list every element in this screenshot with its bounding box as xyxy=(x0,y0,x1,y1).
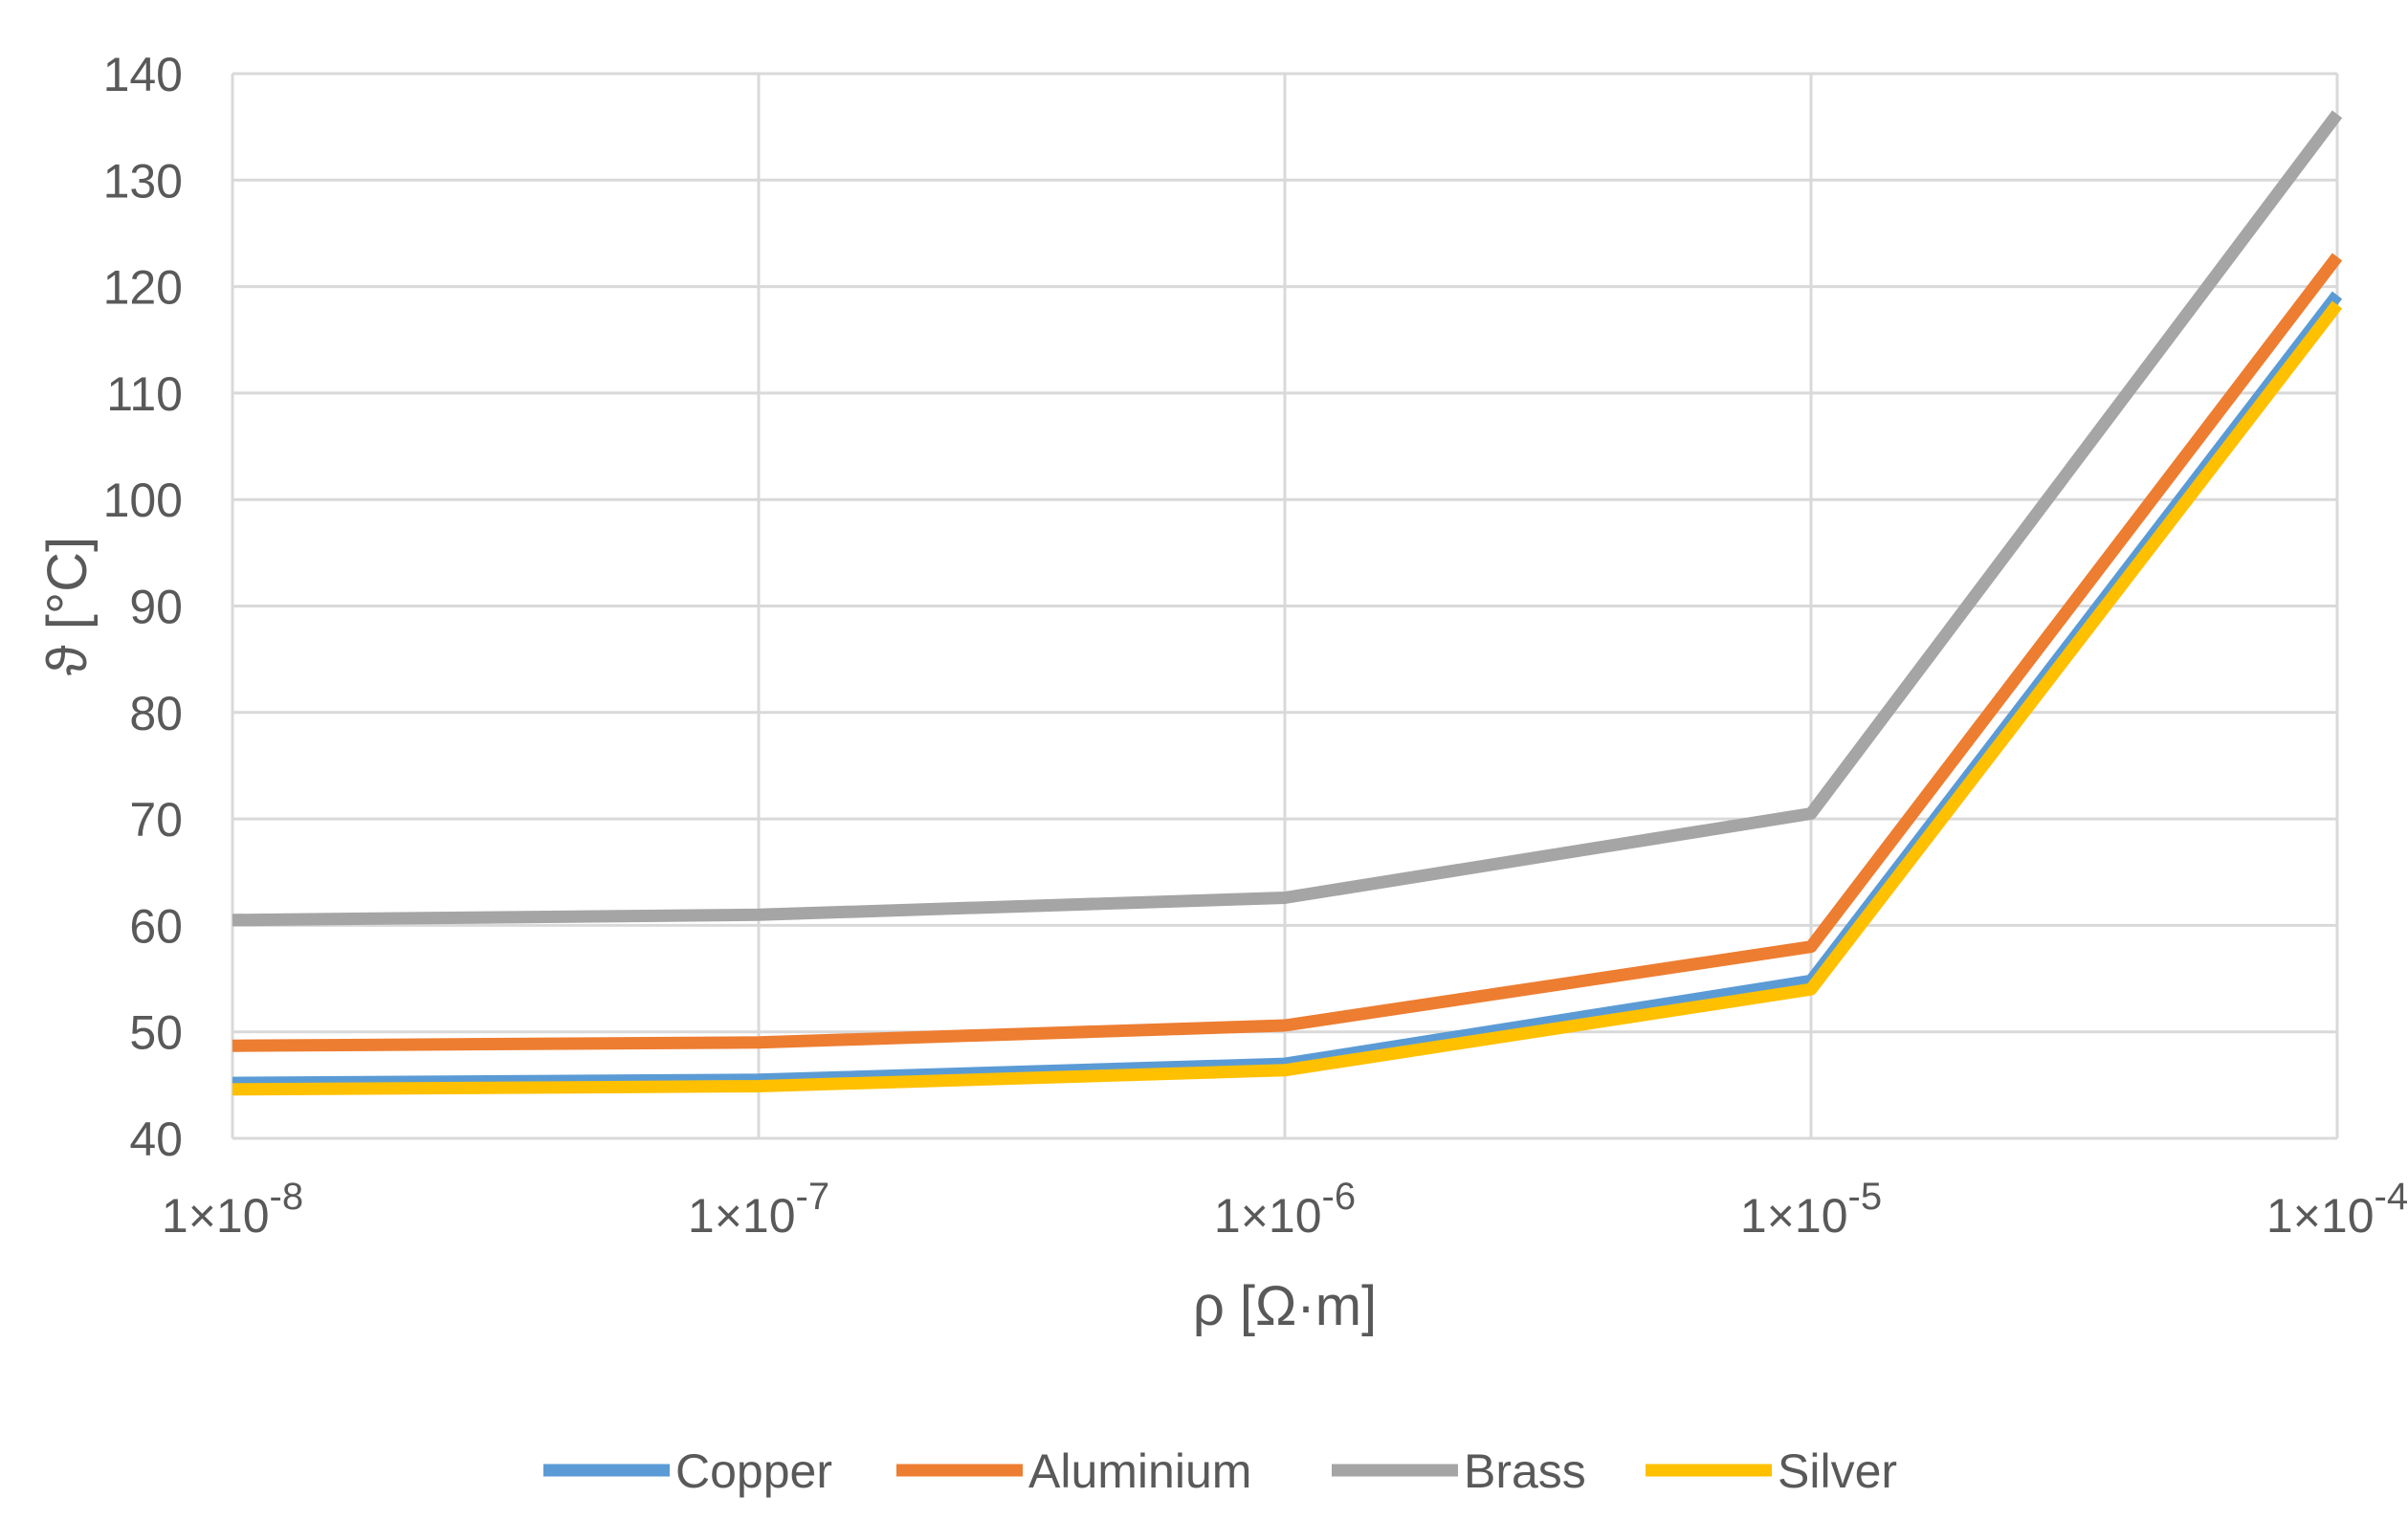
y-tick-label: 90 xyxy=(129,581,183,634)
series-line-aluminium xyxy=(232,253,2343,1052)
x-tick-label: 1×10-5 xyxy=(1740,1176,1882,1243)
legend-label-silver: Silver xyxy=(1778,1444,1897,1498)
y-axis-title: ϑ [°C] xyxy=(36,537,99,675)
y-tick-label: 140 xyxy=(103,48,183,101)
y-tick-label: 80 xyxy=(129,687,183,740)
x-tick-label: 1×10-7 xyxy=(688,1176,829,1243)
y-tick-label: 50 xyxy=(129,1006,183,1060)
legend-label-copper: Copper xyxy=(675,1444,832,1498)
x-tick-labels: 1×10-8 1×10-7 1×10-6 1×10-5 1×10-4 xyxy=(162,1176,2408,1243)
series-layer xyxy=(232,110,2343,1096)
y-tick-label: 100 xyxy=(103,474,183,527)
y-tick-label: 130 xyxy=(103,154,183,208)
y-tick-label: 110 xyxy=(106,367,183,421)
series-line-silver xyxy=(232,300,2343,1096)
grid xyxy=(231,72,2339,1140)
legend-label-brass: Brass xyxy=(1464,1444,1586,1498)
legend-label-aluminium: Aluminium xyxy=(1028,1444,1251,1498)
x-axis-title: ρ [Ω·m] xyxy=(1193,1275,1377,1337)
x-tick-label: 1×10-8 xyxy=(162,1176,303,1243)
y-tick-label: 60 xyxy=(129,899,183,953)
x-tick-label: 1×10-6 xyxy=(1214,1176,1356,1243)
y-tick-label: 40 xyxy=(129,1112,183,1166)
legend: Copper Aluminium Brass Silver xyxy=(543,1444,1897,1498)
y-tick-label: 70 xyxy=(129,793,183,847)
x-tick-label: 1×10-4 xyxy=(2266,1176,2408,1243)
y-tick-labels: 40 50 60 70 80 90 100 110 120 130 140 xyxy=(103,48,183,1166)
series-line-brass xyxy=(232,110,2343,927)
y-tick-label: 120 xyxy=(103,261,183,315)
